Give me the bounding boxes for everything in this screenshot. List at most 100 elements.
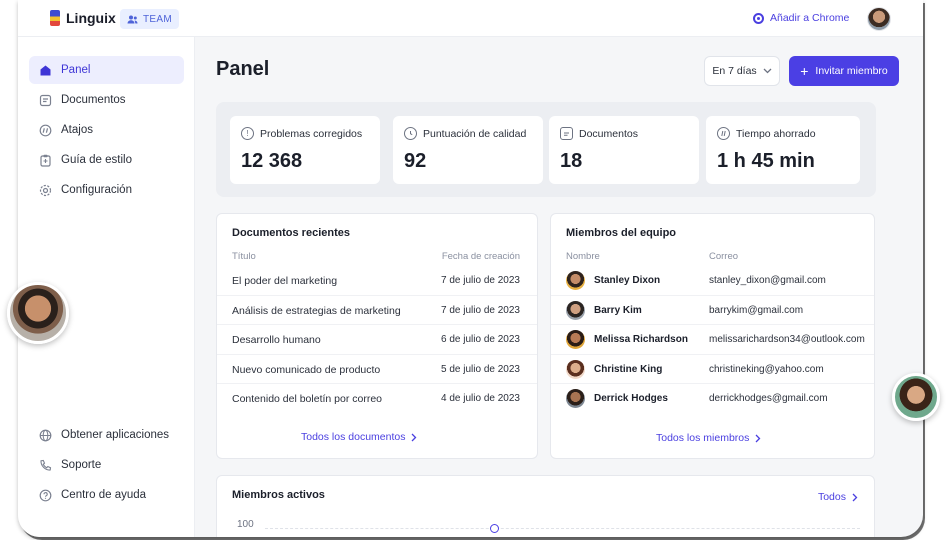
- date-range-select[interactable]: En 7 días: [704, 56, 780, 86]
- chevron-right-icon: [852, 493, 858, 501]
- floating-avatar-right: [892, 373, 940, 421]
- document-date: 7 de julio de 2023: [441, 275, 520, 286]
- sidebar-item-soporte[interactable]: Soporte: [29, 451, 184, 479]
- column-header-name: Nombre: [566, 251, 600, 262]
- table-row[interactable]: El poder del marketing 7 de julio de 202…: [217, 266, 537, 296]
- all-documents-link[interactable]: Todos los documentos: [301, 431, 417, 443]
- page-title: Panel: [216, 58, 270, 80]
- stat-value: 92: [404, 150, 427, 172]
- invite-member-label: Invitar miembro: [815, 65, 888, 77]
- table-row[interactable]: Derrick Hodges derrickhodges@gmail.com: [551, 384, 874, 414]
- all-active-members-link[interactable]: Todos: [818, 491, 858, 503]
- chart-point[interactable]: [490, 524, 499, 533]
- table-row[interactable]: Nuevo comunicado de producto 5 de julio …: [217, 355, 537, 384]
- document-title: Análisis de estrategias de marketing: [232, 304, 401, 317]
- sidebar-item-documentos[interactable]: Documentos: [29, 86, 184, 114]
- sidebar-item-label: Soporte: [61, 459, 102, 471]
- sidebar-item-panel[interactable]: Panel: [29, 56, 184, 84]
- phone-icon: [39, 459, 52, 472]
- document-date: 4 de julio de 2023: [441, 393, 520, 404]
- table-row[interactable]: Barry Kim barrykim@gmail.com: [551, 296, 874, 325]
- stat-label: Problemas corregidos: [260, 127, 363, 140]
- active-members-panel: Miembros activos Todos 100: [216, 475, 875, 537]
- help-icon: [39, 489, 52, 502]
- document-title: Desarrollo humano: [232, 334, 321, 346]
- plus-icon: +: [800, 63, 809, 79]
- member-email: derrickhodges@gmail.com: [709, 393, 828, 404]
- table-row[interactable]: Análisis de estrategias de marketing 7 d…: [217, 296, 537, 325]
- add-to-chrome-label: Añadir a Chrome: [770, 12, 850, 24]
- sidebar-item-atajos[interactable]: Atajos: [29, 116, 184, 144]
- avatar: [566, 271, 585, 290]
- grid-line: [265, 528, 860, 529]
- gear-icon: [39, 184, 52, 197]
- sidebar-item-centro-de-ayuda[interactable]: Centro de ayuda: [29, 481, 184, 509]
- all-members-link[interactable]: Todos los miembros: [656, 432, 761, 444]
- sidebar-item-configuracion[interactable]: Configuración: [29, 176, 184, 204]
- sidebar-item-label: Obtener aplicaciones: [61, 429, 170, 441]
- y-axis-tick: 100: [237, 519, 254, 530]
- logo-icon: [50, 10, 60, 26]
- home-icon: [39, 64, 52, 77]
- team-members-panel: Miembros del equipo Nombre Correo Stanle…: [550, 213, 875, 459]
- sidebar-item-guia-de-estilo[interactable]: Guía de estilo: [29, 146, 184, 174]
- clock-icon: [404, 127, 417, 140]
- table-row[interactable]: Christine King christineking@yahoo.com: [551, 355, 874, 384]
- avatar: [566, 359, 585, 379]
- column-header-email: Correo: [709, 251, 739, 262]
- chevron-right-icon: [412, 433, 417, 441]
- date-range-value: En 7 días: [712, 65, 757, 77]
- sidebar-item-label: Guía de estilo: [61, 154, 132, 166]
- document-title: Nuevo comunicado de producto: [232, 363, 381, 376]
- stat-card-issues-fixed: ! Problemas corregidos 12 368: [230, 116, 380, 184]
- column-header-title: Título: [232, 251, 256, 262]
- alert-icon: !: [241, 127, 254, 140]
- team-badge: TEAM: [120, 9, 179, 29]
- panel-title: Miembros activos: [232, 489, 325, 501]
- table-row[interactable]: Contenido del boletín por correo 4 de ju…: [217, 384, 537, 414]
- avatar: [566, 389, 585, 408]
- member-email: melissarichardson34@outlook.com: [709, 334, 865, 345]
- document-date: 6 de julio de 2023: [441, 334, 520, 345]
- member-name: Melissa Richardson: [594, 334, 688, 345]
- users-icon: [127, 15, 138, 23]
- logo[interactable]: Linguix: [50, 10, 116, 26]
- stat-card-documents: Documentos 18: [549, 116, 699, 184]
- invite-member-button[interactable]: + Invitar miembro: [789, 56, 899, 86]
- sidebar-item-label: Centro de ayuda: [61, 489, 147, 501]
- recent-documents-panel: Documentos recientes Título Fecha de cre…: [216, 213, 538, 459]
- team-badge-label: TEAM: [143, 13, 172, 25]
- member-email: barrykim@gmail.com: [709, 304, 804, 316]
- table-row[interactable]: Melissa Richardson melissarichardson34@o…: [551, 325, 874, 355]
- stat-value: 12 368: [241, 150, 303, 172]
- panel-title: Documentos recientes: [232, 227, 350, 239]
- sidebar-item-label: Configuración: [61, 184, 132, 196]
- stat-label: Puntuación de calidad: [423, 127, 527, 140]
- floating-avatar-left: [7, 282, 69, 344]
- member-name: Christine King: [594, 363, 663, 375]
- column-header-date: Fecha de creación: [441, 251, 520, 262]
- all-members-label: Todos los miembros: [656, 432, 750, 444]
- shortcut-icon: [717, 127, 730, 140]
- stat-label: Documentos: [579, 127, 638, 140]
- document-icon: [560, 127, 573, 140]
- member-email: stanley_dixon@gmail.com: [709, 275, 826, 286]
- clipboard-icon: [39, 154, 52, 167]
- app-window: Linguix TEAM Añadir a Chrome Panel Docum…: [18, 0, 923, 537]
- shortcut-icon: [39, 124, 52, 137]
- top-bar: Linguix TEAM Añadir a Chrome: [18, 0, 923, 37]
- stat-value: 18: [560, 150, 583, 172]
- document-icon: [39, 94, 52, 107]
- chevron-down-icon: [763, 68, 772, 74]
- user-avatar[interactable]: [867, 7, 891, 31]
- document-title: Contenido del boletín por correo: [232, 393, 383, 405]
- table-row[interactable]: Stanley Dixon stanley_dixon@gmail.com: [551, 266, 874, 296]
- member-email: christineking@yahoo.com: [709, 363, 824, 375]
- globe-icon: [39, 429, 52, 442]
- stat-value: 1 h 45 min: [717, 150, 815, 172]
- all-documents-label: Todos los documentos: [301, 431, 406, 443]
- sidebar-item-obtener-aplicaciones[interactable]: Obtener aplicaciones: [29, 421, 184, 449]
- add-to-chrome-link[interactable]: Añadir a Chrome: [753, 12, 849, 24]
- table-row[interactable]: Desarrollo humano 6 de julio de 2023: [217, 325, 537, 355]
- chevron-right-icon: [755, 434, 761, 442]
